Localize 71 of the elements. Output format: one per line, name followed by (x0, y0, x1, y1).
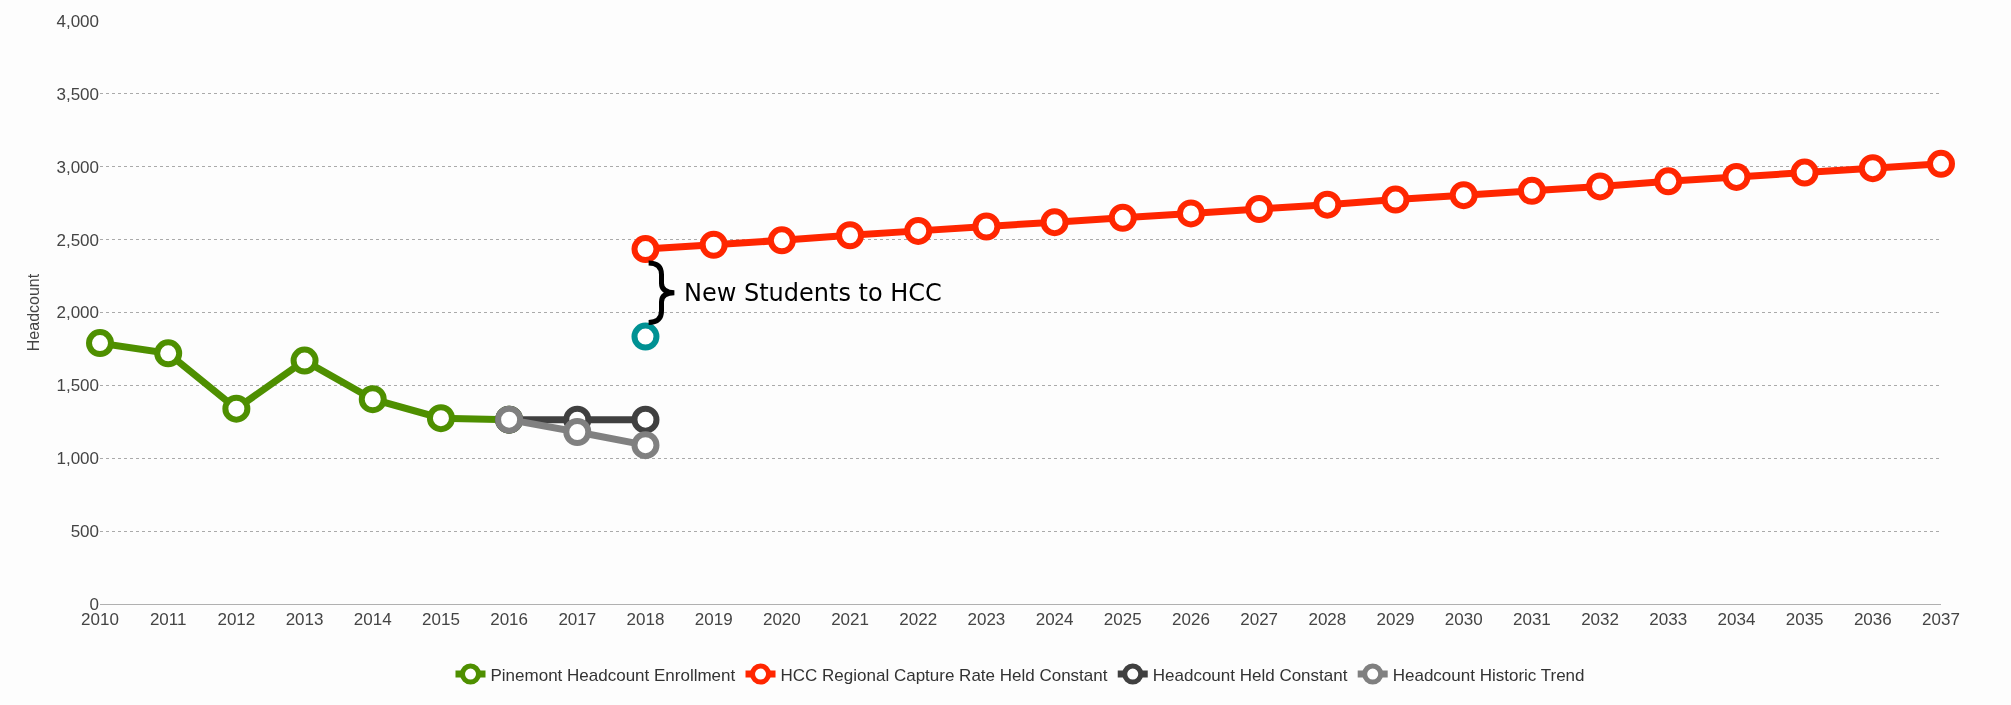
legend-label: Headcount Held Constant (1152, 665, 1348, 685)
point (972, 212, 1001, 241)
point (631, 405, 660, 434)
point (1449, 181, 1478, 210)
y-tick-label: 1,000 (56, 449, 99, 469)
x-tick-label: 2013 (285, 610, 324, 630)
y-tick-label: 3,000 (56, 157, 99, 177)
x-tick-label: 2016 (490, 610, 529, 630)
y-tick-label: 3,500 (56, 84, 99, 104)
x-tick-label: 2022 (899, 610, 938, 630)
point (631, 235, 660, 264)
point (767, 226, 796, 255)
x-tick-label: 2026 (1172, 610, 1210, 630)
point (1654, 167, 1683, 196)
x-tick-label: 2011 (149, 610, 187, 630)
x-tick-label: 2030 (1444, 610, 1483, 630)
annotation: New Students to HCC (684, 279, 942, 307)
x-tick-label: 2018 (626, 610, 665, 630)
point (1790, 158, 1819, 187)
point (290, 346, 319, 375)
point (1927, 149, 1955, 178)
x-tick-label: 2020 (762, 610, 801, 630)
point (699, 230, 728, 259)
x-tick-label: 2015 (422, 610, 460, 630)
point (631, 431, 660, 460)
point (154, 339, 183, 368)
point (631, 322, 660, 351)
point (1858, 154, 1887, 183)
x-tick-label: 2019 (694, 610, 733, 630)
point (358, 385, 387, 414)
x-tick-label: 2025 (1103, 610, 1142, 630)
x-tick-label: 2031 (1512, 610, 1551, 630)
point (836, 221, 865, 250)
point (1586, 172, 1615, 201)
y-tick-label: 4,000 (56, 11, 99, 31)
legend-label: Headcount Historic Trend (1392, 665, 1585, 685)
point (1313, 190, 1342, 219)
point (1722, 162, 1751, 191)
y-tick-label: 2,000 (56, 303, 99, 323)
x-tick-label: 2028 (1308, 610, 1347, 630)
x-tick-label: 2027 (1240, 610, 1279, 630)
x-tick-label: 2017 (558, 610, 597, 630)
x-tick-label: 2021 (831, 610, 869, 630)
y-axis-title: Headcount (25, 273, 43, 352)
legend-label: HCC Regional Capture Rate Held Constant (780, 665, 1108, 685)
x-tick-label: 2024 (1035, 610, 1074, 630)
point (426, 404, 455, 433)
point (1040, 208, 1069, 237)
x-tick-label: 2037 (1922, 610, 1960, 630)
point (222, 394, 251, 423)
x-tick-label: 2012 (217, 610, 256, 630)
x-tick-label: 2036 (1853, 610, 1892, 630)
x-tick-label: 2014 (353, 610, 392, 630)
point (86, 329, 114, 358)
point (1381, 185, 1410, 214)
point (1108, 203, 1137, 232)
x-tick-label: 2032 (1581, 610, 1619, 630)
point (904, 216, 933, 245)
y-tick-label: 500 (70, 522, 99, 542)
x-tick-label: 2035 (1785, 610, 1824, 630)
x-tick-label: 2034 (1717, 610, 1756, 630)
x-tick-label: 2023 (967, 610, 1006, 630)
legend-label: Pinemont Headcount Enrollment (490, 665, 736, 685)
point (1517, 176, 1546, 205)
point (1176, 199, 1205, 228)
y-tick-label: 2,500 (56, 230, 99, 250)
x-tick-label: 2033 (1649, 610, 1688, 630)
point (563, 418, 592, 447)
point (1245, 195, 1274, 224)
y-tick-label: 1,500 (56, 376, 99, 396)
x-tick-label: 2029 (1376, 610, 1415, 630)
